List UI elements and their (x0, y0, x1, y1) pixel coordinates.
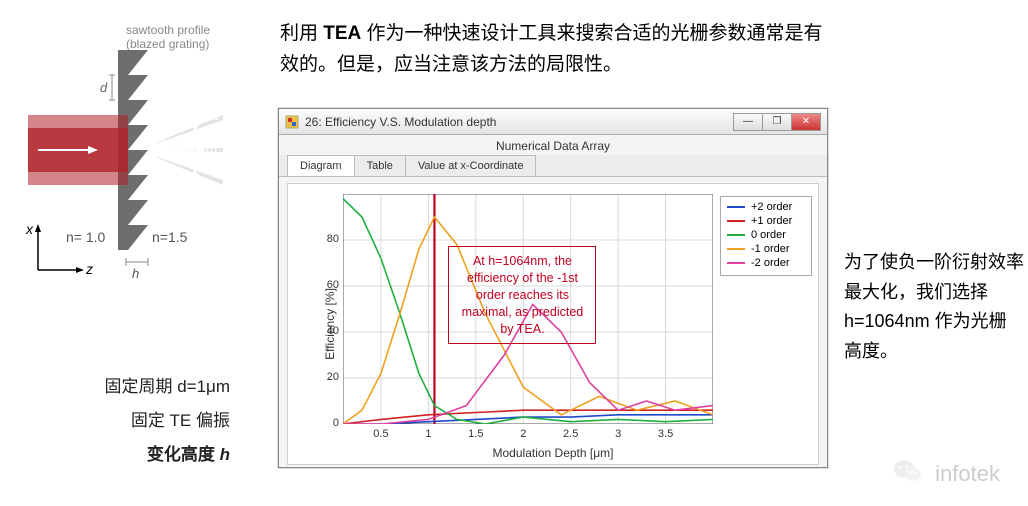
n-left: n= 1.0 (66, 229, 106, 245)
window-titlebar[interactable]: 26: Efficiency V.S. Modulation depth — ❐… (279, 109, 827, 135)
legend-label: +2 order (751, 201, 792, 213)
legend-item: -1 order (727, 243, 805, 255)
svg-text:T+1: T+1 (200, 111, 219, 123)
n-right: n=1.5 (152, 229, 188, 245)
legend-swatch (727, 206, 745, 208)
sawtooth-label-2: (blazed grating) (126, 37, 209, 51)
close-button[interactable]: ✕ (791, 113, 821, 131)
h-label: h (132, 266, 139, 281)
tab-table[interactable]: Table (354, 155, 406, 176)
legend-label: -1 order (751, 243, 790, 255)
legend-item: -2 order (727, 257, 805, 269)
watermark-text: infotek (935, 461, 1000, 487)
intro-paragraph: 利用 TEA 作为一种快速设计工具来搜索合适的光栅参数通常是有效的。但是，应当注… (280, 18, 830, 81)
plot-area: Efficiency [%] Modulation Depth [μm] 0.5… (287, 183, 819, 465)
chart-window: 26: Efficiency V.S. Modulation depth — ❐… (278, 108, 828, 468)
wechat-icon (893, 458, 923, 490)
d-label: d (100, 80, 108, 95)
legend-swatch (727, 248, 745, 250)
y-axis-label: Efficiency [%] (323, 288, 337, 360)
svg-text:T-1: T-1 (200, 179, 216, 191)
sawtooth-label-1: sawtooth profile (126, 23, 210, 37)
legend-label: 0 order (751, 229, 786, 241)
fixed-pol-label: 固定 TE 偏振 (18, 404, 230, 438)
conclusion-paragraph: 为了使负一阶衍射效率最大化，我们选择 h=1064nm 作为光栅高度。 (844, 248, 1024, 367)
var-height-label: 变化高度 h (18, 438, 230, 472)
tab-value[interactable]: Value at x-Coordinate (405, 155, 537, 176)
fixed-period-label: 固定周期 d=1μm (18, 370, 230, 404)
legend-item: 0 order (727, 229, 805, 241)
tab-diagram[interactable]: Diagram (287, 155, 355, 176)
blazed-grating-diagram: sawtooth profile (blazed grating) d T+1 (18, 20, 228, 290)
svg-text:T0: T0 (204, 145, 217, 157)
callout-annotation: At h=1064nm, the efficiency of the -1st … (448, 246, 596, 344)
svg-text:z: z (85, 261, 93, 277)
svg-text:x: x (25, 221, 34, 237)
chart-legend: +2 order +1 order 0 order -1 order -2 order (720, 196, 812, 276)
window-title: 26: Efficiency V.S. Modulation depth (305, 115, 734, 129)
legend-label: +1 order (751, 215, 792, 227)
legend-swatch (727, 220, 745, 222)
tab-bar: Diagram Table Value at x-Coordinate (279, 155, 827, 177)
watermark: infotek (893, 458, 1000, 490)
app-icon (285, 115, 299, 129)
legend-swatch (727, 234, 745, 236)
legend-swatch (727, 262, 745, 264)
legend-label: -2 order (751, 257, 790, 269)
legend-item: +1 order (727, 215, 805, 227)
maximize-button[interactable]: ❐ (762, 113, 792, 131)
window-subtitle: Numerical Data Array (279, 135, 827, 155)
x-axis-label: Modulation Depth [μm] (493, 446, 614, 460)
minimize-button[interactable]: — (733, 113, 763, 131)
legend-item: +2 order (727, 201, 805, 213)
